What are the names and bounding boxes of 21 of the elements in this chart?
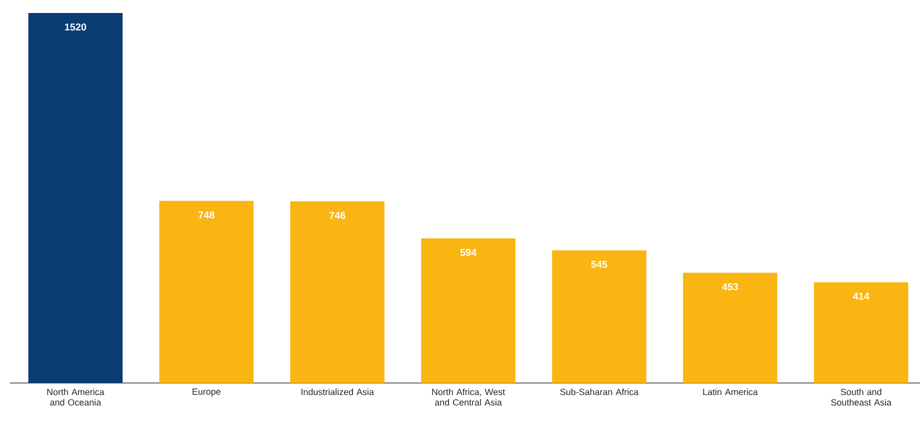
data-label: 1520	[65, 23, 86, 31]
x-tick-label: South and Southeast Asia	[831, 388, 892, 406]
bar	[28, 12, 123, 383]
x-tick-label: Latin America	[703, 388, 758, 396]
data-label: 453	[722, 283, 738, 290]
bar	[421, 238, 516, 383]
bar	[683, 272, 778, 383]
bar	[159, 200, 254, 383]
data-label: 545	[591, 260, 608, 268]
x-tick-label: Industrialized Asia	[302, 388, 374, 396]
x-tick-label: North Africa, West and Central Asia	[432, 388, 505, 406]
data-label: 594	[460, 248, 477, 256]
x-tick-label: North America and Oceania	[47, 388, 104, 406]
bar	[290, 201, 384, 383]
x-tick-label: Sub-Saharan Africa	[560, 388, 639, 396]
data-label: 414	[852, 292, 870, 300]
x-tick-label: Europe	[192, 388, 220, 397]
data-label: 746	[329, 212, 346, 219]
bar	[552, 250, 646, 383]
bar	[814, 282, 908, 383]
data-label: 748	[198, 211, 214, 218]
